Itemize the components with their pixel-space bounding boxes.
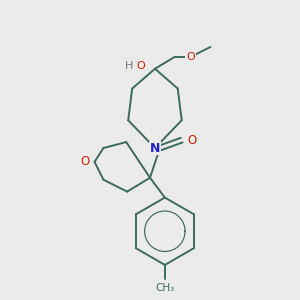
Text: O: O (188, 134, 197, 147)
Text: H: H (125, 61, 133, 71)
Text: O: O (80, 155, 90, 168)
Text: O: O (136, 61, 145, 71)
Text: N: N (150, 142, 160, 154)
Text: O: O (186, 52, 195, 62)
Text: CH₃: CH₃ (155, 283, 175, 293)
